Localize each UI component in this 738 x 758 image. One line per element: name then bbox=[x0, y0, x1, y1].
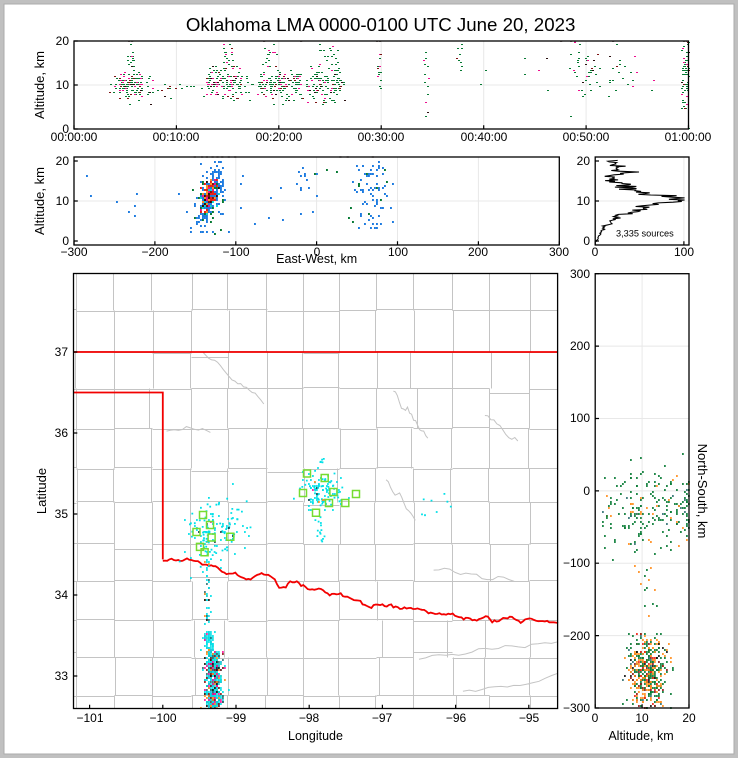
svg-text:−101: −101 bbox=[76, 711, 103, 725]
svg-text:10: 10 bbox=[56, 194, 70, 208]
svg-text:0: 0 bbox=[583, 234, 590, 248]
svg-text:20: 20 bbox=[682, 711, 696, 725]
svg-text:0: 0 bbox=[592, 711, 599, 725]
svg-text:−300: −300 bbox=[563, 701, 590, 715]
svg-text:−98: −98 bbox=[299, 711, 320, 725]
svg-text:35: 35 bbox=[55, 507, 69, 521]
svg-text:20: 20 bbox=[56, 34, 70, 48]
svg-text:00:10:00: 00:10:00 bbox=[153, 130, 200, 144]
svg-text:300: 300 bbox=[570, 267, 590, 281]
svg-text:100: 100 bbox=[388, 245, 408, 259]
svg-text:0: 0 bbox=[62, 122, 69, 136]
svg-text:−100: −100 bbox=[222, 245, 249, 259]
svg-text:100: 100 bbox=[570, 411, 590, 425]
svg-text:37: 37 bbox=[55, 345, 69, 359]
svg-text:20: 20 bbox=[577, 154, 591, 168]
svg-text:33: 33 bbox=[55, 669, 69, 683]
svg-text:Longitude: Longitude bbox=[288, 729, 343, 743]
svg-text:200: 200 bbox=[570, 339, 590, 353]
svg-text:00:00:00: 00:00:00 bbox=[51, 130, 98, 144]
svg-text:300: 300 bbox=[549, 245, 569, 259]
svg-text:−200: −200 bbox=[141, 245, 168, 259]
svg-text:−100: −100 bbox=[563, 556, 590, 570]
svg-text:Altitude, km: Altitude, km bbox=[608, 729, 673, 743]
svg-text:36: 36 bbox=[55, 426, 69, 440]
svg-text:0: 0 bbox=[62, 234, 69, 248]
svg-text:01:00:00: 01:00:00 bbox=[665, 130, 712, 144]
svg-text:10: 10 bbox=[56, 78, 70, 92]
svg-text:100: 100 bbox=[674, 245, 694, 259]
svg-text:Altitude, km: Altitude, km bbox=[32, 51, 47, 119]
svg-text:−96: −96 bbox=[446, 711, 467, 725]
svg-text:20: 20 bbox=[56, 154, 70, 168]
svg-text:−100: −100 bbox=[149, 711, 176, 725]
svg-text:−300: −300 bbox=[60, 245, 87, 259]
svg-text:0: 0 bbox=[314, 245, 321, 259]
svg-text:−99: −99 bbox=[226, 711, 247, 725]
svg-text:10: 10 bbox=[577, 194, 591, 208]
svg-text:200: 200 bbox=[468, 245, 488, 259]
svg-text:34: 34 bbox=[55, 588, 69, 602]
svg-text:Altitude, km: Altitude, km bbox=[32, 167, 47, 235]
svg-text:0: 0 bbox=[583, 484, 590, 498]
svg-text:−97: −97 bbox=[372, 711, 393, 725]
svg-text:3,335 sources: 3,335 sources bbox=[616, 229, 674, 239]
svg-text:−95: −95 bbox=[519, 711, 540, 725]
svg-text:Oklahoma LMA 0000-0100 UTC Jun: Oklahoma LMA 0000-0100 UTC June 20, 2023 bbox=[186, 14, 576, 35]
svg-text:00:50:00: 00:50:00 bbox=[563, 130, 610, 144]
svg-text:North-South, km: North-South, km bbox=[695, 444, 710, 539]
svg-text:East-West, km: East-West, km bbox=[276, 252, 357, 266]
svg-text:−200: −200 bbox=[563, 629, 590, 643]
svg-text:Latitude: Latitude bbox=[34, 468, 49, 514]
svg-text:00:40:00: 00:40:00 bbox=[461, 130, 508, 144]
svg-text:10: 10 bbox=[635, 711, 649, 725]
svg-text:00:30:00: 00:30:00 bbox=[358, 130, 405, 144]
svg-text:00:20:00: 00:20:00 bbox=[256, 130, 303, 144]
svg-text:0: 0 bbox=[592, 245, 599, 259]
